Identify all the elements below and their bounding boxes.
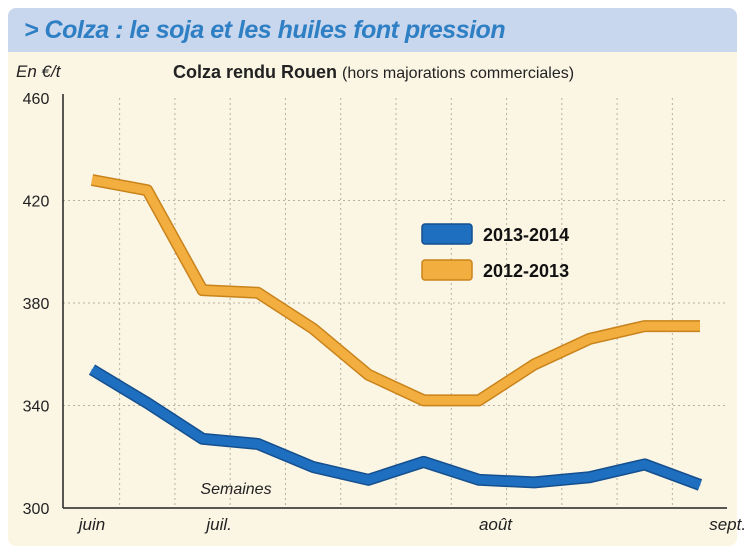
series-2012-2013 bbox=[90, 174, 701, 407]
y-tick-label: 460 bbox=[23, 91, 50, 108]
data-point bbox=[257, 292, 259, 294]
horizontal-gridlines bbox=[63, 200, 727, 406]
data-point bbox=[423, 461, 425, 463]
x-tick-label: juil. bbox=[204, 515, 232, 534]
title-banner: > Colza : le soja et les huiles font pre… bbox=[8, 8, 737, 52]
y-tick-label: 380 bbox=[23, 296, 50, 313]
data-point bbox=[312, 466, 314, 468]
series-2013-2014 bbox=[88, 364, 703, 491]
data-point bbox=[478, 479, 480, 481]
data-point bbox=[588, 476, 590, 478]
data-point bbox=[533, 364, 535, 365]
data-point bbox=[91, 369, 93, 371]
data-point bbox=[257, 443, 259, 445]
data-point bbox=[644, 463, 646, 465]
data-point bbox=[146, 189, 148, 191]
data-point bbox=[367, 479, 369, 481]
data-point bbox=[202, 289, 204, 291]
data-point bbox=[699, 484, 701, 486]
data-point bbox=[423, 399, 425, 401]
legend-label: 2013-2014 bbox=[483, 225, 569, 245]
y-tick-label: 420 bbox=[23, 194, 50, 211]
y-tick-label: 340 bbox=[23, 399, 50, 416]
chart-title-row: Colza rendu Rouen (hors majorations comm… bbox=[0, 62, 747, 83]
data-point bbox=[478, 399, 480, 401]
chart-subtitle: (hors majorations commerciales) bbox=[341, 65, 575, 82]
legend-swatch bbox=[421, 259, 473, 281]
x-tick-label: sept. bbox=[709, 515, 746, 534]
data-point bbox=[202, 438, 204, 440]
banner-title: > Colza : le soja et les huiles font pre… bbox=[24, 16, 506, 44]
y-axis-unit: En €/t bbox=[16, 62, 61, 81]
chart-title: Colza rendu Rouen bbox=[172, 62, 337, 82]
x-tick-label: juin bbox=[77, 515, 105, 534]
series-line bbox=[91, 175, 700, 405]
legend: 2013-2014 2012-2013 bbox=[421, 223, 569, 281]
data-point bbox=[367, 374, 369, 376]
x-tick-label: août bbox=[479, 515, 513, 534]
legend-swatch bbox=[421, 223, 473, 245]
y-tick-label: 300 bbox=[23, 501, 50, 518]
data-point bbox=[91, 179, 93, 181]
data-point bbox=[146, 402, 148, 404]
data-point bbox=[588, 338, 590, 340]
plot-area bbox=[63, 98, 727, 508]
data-point bbox=[699, 325, 701, 327]
data-point bbox=[644, 325, 646, 327]
data-point bbox=[533, 481, 535, 483]
x-axis-label: Semaines bbox=[200, 481, 271, 498]
series-line bbox=[89, 365, 702, 490]
legend-label: 2012-2013 bbox=[483, 261, 569, 281]
data-point bbox=[312, 328, 314, 330]
